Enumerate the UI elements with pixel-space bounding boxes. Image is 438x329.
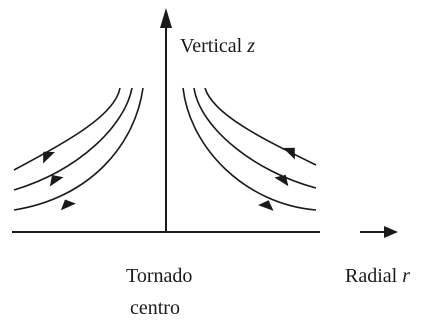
flow-arrow-left-1-icon: [43, 151, 55, 164]
streamline-left-2: [13, 87, 133, 191]
streamline-right-1: [204, 87, 317, 166]
streamline-left-3: [13, 87, 144, 211]
vertical-axis-label: Vertical z: [180, 36, 255, 56]
streamline-right-3: [182, 87, 317, 211]
radial-axis-variable: r: [402, 265, 411, 287]
center-label-line1: Tornado: [126, 265, 193, 287]
radial-axis-text: Radial: [345, 265, 398, 287]
streamline-right-2: [193, 87, 317, 189]
flow-arrow-right-3-icon: [258, 200, 274, 211]
radial-axis-label: Radial r: [345, 266, 410, 286]
streamline-left-1: [13, 87, 121, 171]
vertical-axis-text: Vertical: [180, 35, 243, 57]
flow-arrow-right-2-icon: [274, 174, 289, 187]
vertical-axis-variable: z: [247, 35, 255, 57]
radial-axis-arrow-icon: [384, 226, 398, 238]
vertical-axis-arrow-icon: [160, 8, 172, 28]
flow-arrow-left-2-icon: [49, 175, 64, 187]
center-label-line2: centro: [130, 297, 180, 319]
flow-arrow-right-1-icon: [283, 147, 295, 160]
flow-arrow-left-3-icon: [60, 199, 76, 211]
